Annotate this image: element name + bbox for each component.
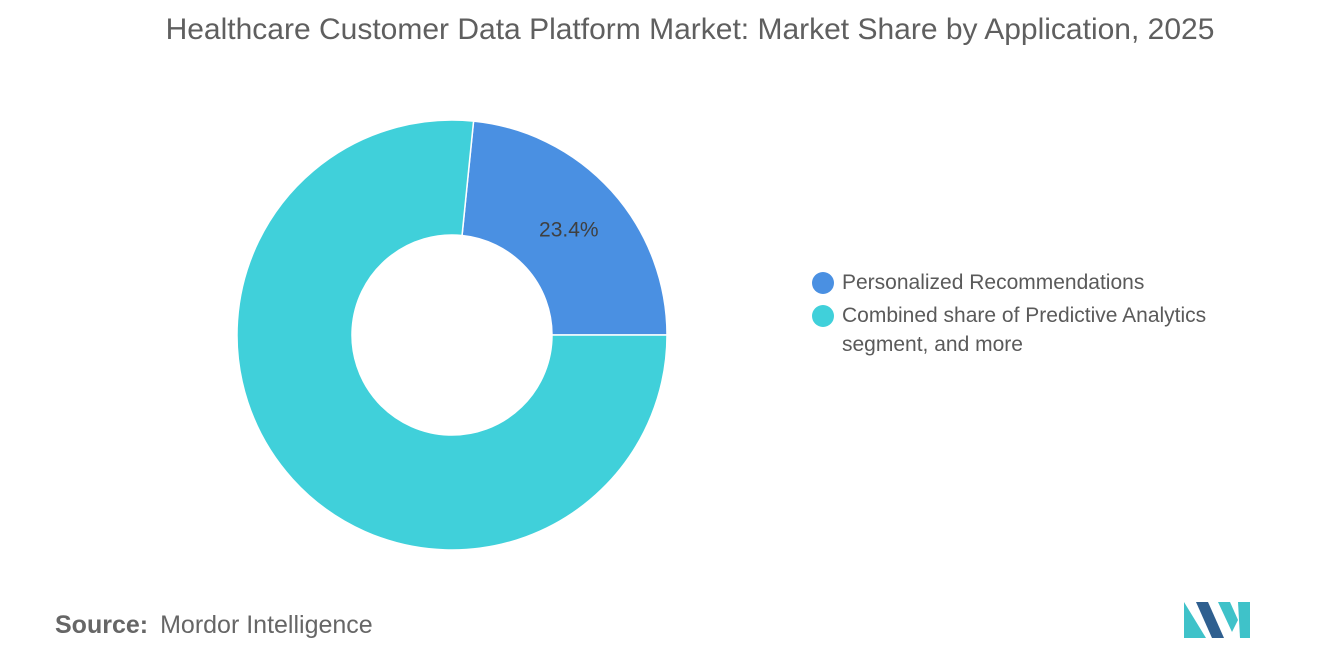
logo-shape-left <box>1184 602 1206 638</box>
logo-shape-right-b <box>1238 602 1250 638</box>
legend-swatch <box>812 305 834 327</box>
source-value: Mordor Intelligence <box>160 611 373 639</box>
legend-item-predictive-analytics-and-more[interactable]: Combined share of Predictive Analytics s… <box>812 301 1272 359</box>
legend-label: Personalized Recommendations <box>842 271 1145 294</box>
legend-label: Combined share of Predictive Analytics s… <box>842 304 1207 356</box>
legend: Personalized Recommendations Combined sh… <box>812 268 1272 363</box>
source-label: Source: <box>55 611 149 639</box>
chart-title: Healthcare Customer Data Platform Market… <box>165 13 1215 46</box>
source-note: Source: Mordor Intelligence <box>55 611 373 640</box>
logo-shape-right-a <box>1218 602 1238 632</box>
pie-slice-1[interactable] <box>236 119 668 551</box>
mordor-intelligence-logo-icon <box>1184 602 1250 638</box>
pie-slice-0[interactable] <box>461 120 668 336</box>
legend-item-personalized-recommendations[interactable]: Personalized Recommendations <box>812 268 1272 297</box>
data-label-0: 23.4% <box>539 218 599 241</box>
legend-swatch <box>812 272 834 294</box>
logo-shape-mid <box>1196 602 1224 638</box>
